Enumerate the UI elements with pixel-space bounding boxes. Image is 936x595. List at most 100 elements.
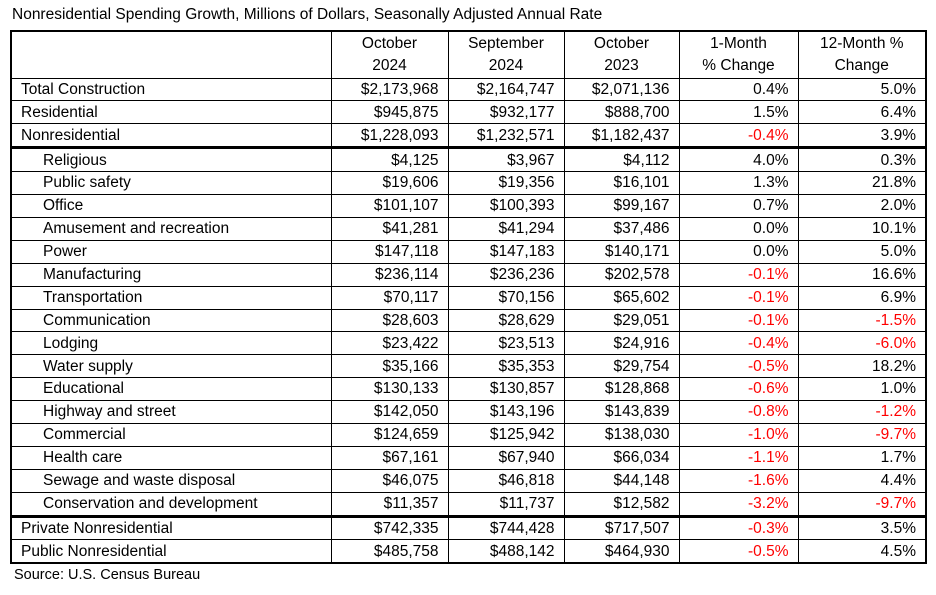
value-sep-2024: $1,232,571 bbox=[447, 123, 565, 150]
value-sep-2024: $488,142 bbox=[447, 539, 565, 564]
value-oct-2024: $124,659 bbox=[330, 422, 449, 447]
value-oct-2024: $46,075 bbox=[330, 468, 449, 493]
value-oct-2024: $236,114 bbox=[330, 262, 449, 287]
table-row: Public Nonresidential $485,758 $488,142 … bbox=[10, 539, 927, 564]
value-1-month-change: -1.6% bbox=[678, 468, 799, 493]
column-header-blank bbox=[10, 30, 332, 79]
value-12-month-change: 4.5% bbox=[797, 539, 927, 564]
value-1-month-change: 0.4% bbox=[678, 77, 799, 102]
row-label: Lodging bbox=[10, 331, 332, 356]
table-row: Communication $28,603 $28,629 $29,051 -0… bbox=[10, 308, 927, 333]
value-oct-2023: $66,034 bbox=[563, 445, 680, 470]
row-label: Sewage and waste disposal bbox=[10, 468, 332, 493]
value-oct-2023: $99,167 bbox=[563, 194, 680, 218]
value-1-month-change: 1.3% bbox=[678, 171, 799, 196]
value-oct-2024: $2,173,968 bbox=[330, 77, 449, 102]
value-12-month-change: 18.2% bbox=[797, 354, 927, 379]
value-sep-2024: $70,156 bbox=[447, 285, 565, 310]
value-1-month-change: -1.1% bbox=[678, 445, 799, 470]
value-oct-2024: $945,875 bbox=[330, 100, 449, 125]
table-row: Health care $67,161 $67,940 $66,034 -1.1… bbox=[10, 445, 927, 470]
table-row: Office $101,107 $100,393 $99,167 0.7% 2.… bbox=[10, 194, 927, 218]
value-oct-2024: $19,606 bbox=[330, 171, 449, 196]
value-1-month-change: -0.1% bbox=[678, 308, 799, 333]
value-oct-2024: $147,118 bbox=[330, 239, 449, 264]
value-12-month-change: 5.0% bbox=[797, 239, 927, 264]
value-oct-2023: $138,030 bbox=[563, 422, 680, 447]
value-oct-2023: $29,051 bbox=[563, 308, 680, 333]
value-oct-2024: $142,050 bbox=[330, 400, 449, 424]
value-12-month-change: -9.7% bbox=[797, 491, 927, 518]
table-row: Amusement and recreation $41,281 $41,294… bbox=[10, 216, 927, 241]
value-sep-2024: $2,164,747 bbox=[447, 77, 565, 102]
value-sep-2024: $744,428 bbox=[447, 515, 565, 541]
value-12-month-change: -6.0% bbox=[797, 331, 927, 356]
row-label: Religious bbox=[10, 147, 332, 173]
value-1-month-change: 1.5% bbox=[678, 100, 799, 125]
value-1-month-change: 0.0% bbox=[678, 216, 799, 241]
table-row: Private Nonresidential $742,335 $744,428… bbox=[10, 515, 927, 541]
table-row: Transportation $70,117 $70,156 $65,602 -… bbox=[10, 285, 927, 310]
value-oct-2024: $485,758 bbox=[330, 539, 449, 564]
table-row: Sewage and waste disposal $46,075 $46,81… bbox=[10, 468, 927, 493]
row-label: Amusement and recreation bbox=[10, 216, 332, 241]
table-row: Nonresidential $1,228,093 $1,232,571 $1,… bbox=[10, 123, 927, 150]
table-row: Power $147,118 $147,183 $140,171 0.0% 5.… bbox=[10, 239, 927, 264]
table-row: Religious $4,125 $3,967 $4,112 4.0% 0.3% bbox=[10, 147, 927, 173]
row-label: Health care bbox=[10, 445, 332, 470]
value-12-month-change: 10.1% bbox=[797, 216, 927, 241]
row-label: Nonresidential bbox=[10, 123, 332, 150]
page-title: Nonresidential Spending Growth, Millions… bbox=[12, 6, 603, 23]
value-1-month-change: -0.4% bbox=[678, 123, 799, 150]
value-12-month-change: 16.6% bbox=[797, 262, 927, 287]
value-12-month-change: 1.0% bbox=[797, 377, 927, 402]
value-oct-2023: $143,839 bbox=[563, 400, 680, 424]
value-sep-2024: $932,177 bbox=[447, 100, 565, 125]
value-1-month-change: -0.4% bbox=[678, 331, 799, 356]
value-sep-2024: $28,629 bbox=[447, 308, 565, 333]
value-sep-2024: $236,236 bbox=[447, 262, 565, 287]
row-label: Public Nonresidential bbox=[10, 539, 332, 564]
value-oct-2023: $888,700 bbox=[563, 100, 680, 125]
table-row: Residential $945,875 $932,177 $888,700 1… bbox=[10, 100, 927, 125]
value-12-month-change: -9.7% bbox=[797, 422, 927, 447]
value-sep-2024: $19,356 bbox=[447, 171, 565, 196]
source-note: Source: U.S. Census Bureau bbox=[14, 567, 201, 584]
table-row: Total Construction $2,173,968 $2,164,747… bbox=[10, 77, 927, 102]
table-row: Conservation and development $11,357 $11… bbox=[10, 491, 927, 518]
value-sep-2024: $67,940 bbox=[447, 445, 565, 470]
value-oct-2023: $16,101 bbox=[563, 171, 680, 196]
row-label: Office bbox=[10, 194, 332, 218]
value-oct-2023: $464,930 bbox=[563, 539, 680, 564]
value-oct-2024: $11,357 bbox=[330, 491, 449, 518]
value-1-month-change: -0.1% bbox=[678, 262, 799, 287]
column-header-oct-2024: October 2024 bbox=[330, 30, 449, 79]
value-oct-2024: $130,133 bbox=[330, 377, 449, 402]
row-label: Transportation bbox=[10, 285, 332, 310]
value-oct-2023: $1,182,437 bbox=[563, 123, 680, 150]
value-12-month-change: -1.2% bbox=[797, 400, 927, 424]
value-oct-2024: $35,166 bbox=[330, 354, 449, 379]
value-sep-2024: $147,183 bbox=[447, 239, 565, 264]
row-label: Water supply bbox=[10, 354, 332, 379]
value-oct-2023: $29,754 bbox=[563, 354, 680, 379]
row-label: Public safety bbox=[10, 171, 332, 196]
value-sep-2024: $46,818 bbox=[447, 468, 565, 493]
value-1-month-change: -3.2% bbox=[678, 491, 799, 518]
value-1-month-change: 4.0% bbox=[678, 147, 799, 173]
table-row: Highway and street $142,050 $143,196 $14… bbox=[10, 400, 927, 424]
value-sep-2024: $130,857 bbox=[447, 377, 565, 402]
value-1-month-change: -0.6% bbox=[678, 377, 799, 402]
value-sep-2024: $100,393 bbox=[447, 194, 565, 218]
table-row: Lodging $23,422 $23,513 $24,916 -0.4% -6… bbox=[10, 331, 927, 356]
value-oct-2023: $128,868 bbox=[563, 377, 680, 402]
value-sep-2024: $143,196 bbox=[447, 400, 565, 424]
row-label: Highway and street bbox=[10, 400, 332, 424]
value-oct-2024: $1,228,093 bbox=[330, 123, 449, 150]
value-12-month-change: 0.3% bbox=[797, 147, 927, 173]
value-oct-2024: $41,281 bbox=[330, 216, 449, 241]
table-row: Public safety $19,606 $19,356 $16,101 1.… bbox=[10, 171, 927, 196]
row-label: Educational bbox=[10, 377, 332, 402]
row-label: Residential bbox=[10, 100, 332, 125]
